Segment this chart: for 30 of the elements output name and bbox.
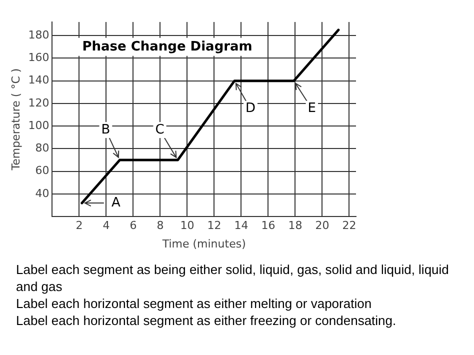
x-tick-label: 8 — [156, 219, 164, 232]
annotation: B — [101, 122, 110, 138]
x-tick-label: 22 — [342, 219, 356, 232]
x-tick-label: 2 — [76, 219, 83, 232]
text: Label each horizontal segment as either melting or vaporation — [16, 295, 373, 312]
y-tick-label: 60 — [35, 164, 50, 178]
y-tick-label: 100 — [28, 118, 50, 132]
annotation: D — [245, 101, 256, 116]
y-tick-label: 80 — [35, 142, 50, 155]
text: Label each segment as being either solid, liquid, gas, solid and liquid, liquid and gas — [16, 261, 450, 295]
text: Phase Change Diagram — [82, 39, 252, 54]
x-tick-label: 4 — [102, 219, 110, 232]
y-tick-label: 120 — [28, 96, 50, 110]
annotation: E — [308, 101, 316, 116]
x-tick-label: 12 — [207, 219, 222, 232]
y-tick-label: 160 — [28, 51, 50, 64]
y-axis-title: Temperature ( °C ) — [9, 68, 22, 172]
x-axis-title: Time (minutes) — [161, 237, 246, 250]
annotation: A — [111, 195, 120, 210]
x-tick-label: 18 — [288, 219, 302, 232]
x-tick-label: 20 — [315, 219, 330, 232]
text: Label each horizontal segment as either freezing or condensating. — [16, 312, 398, 329]
annotation: C — [155, 122, 164, 138]
y-tick-label: 140 — [28, 74, 50, 87]
x-tick-label: 10 — [180, 219, 194, 232]
y-tick-label: 180 — [28, 28, 50, 42]
y-tick-label: 40 — [35, 186, 50, 200]
x-tick-label: 14 — [234, 219, 248, 232]
x-tick-label: 6 — [130, 219, 137, 232]
x-tick-label: 16 — [261, 219, 276, 232]
